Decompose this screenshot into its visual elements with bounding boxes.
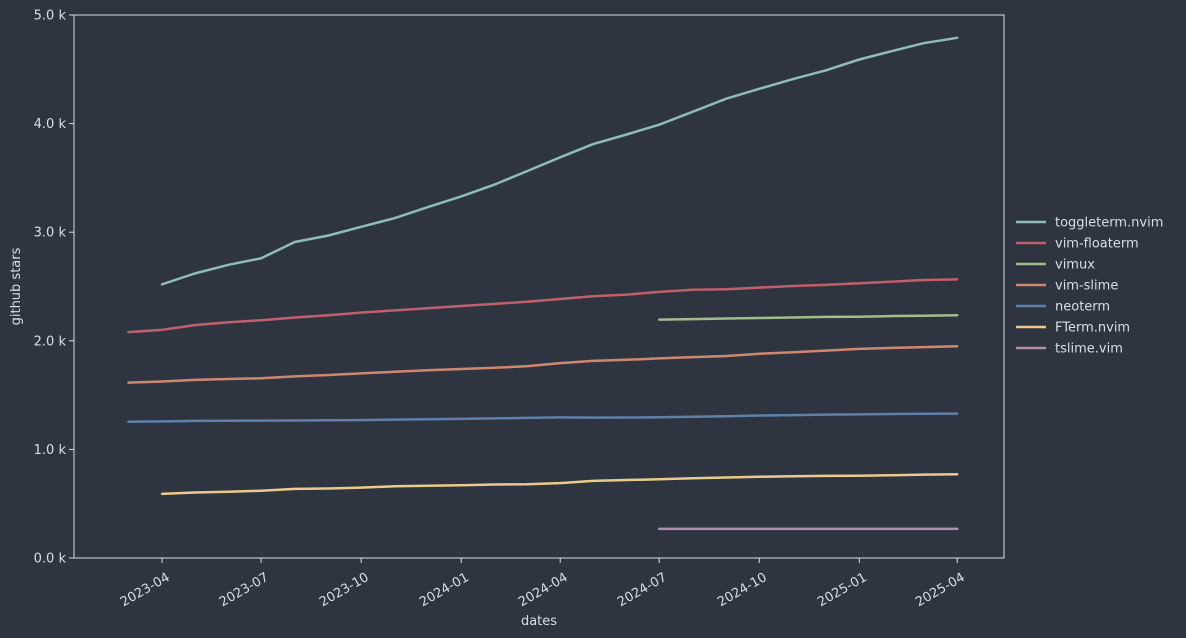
legend: toggleterm.nvim vim-floaterm vimux vim-slim… — [1016, 216, 1163, 357]
y-tick-label: 2.0 k — [34, 334, 67, 349]
legend-label: neoterm — [1055, 300, 1110, 315]
y-tick-label: 0.0 k — [34, 552, 67, 567]
legend-label: FTerm.nvim — [1055, 321, 1130, 336]
series-layer — [127, 36, 959, 531]
legend-label: vim-floaterm — [1055, 237, 1139, 252]
plot-frame — [73, 14, 1005, 559]
y-tick-label: 5.0 k — [34, 9, 67, 24]
legend-label: toggleterm.nvim — [1055, 216, 1163, 231]
legend-label: vim-slime — [1055, 279, 1118, 294]
y-tick-label: 1.0 k — [34, 443, 67, 458]
series-line-vim-floaterm — [127, 278, 959, 334]
series-line-fterm-nvim — [160, 472, 959, 496]
y-tick-label: 4.0 k — [34, 117, 67, 132]
series-line-vim-slime — [127, 344, 959, 384]
legend-label: vimux — [1055, 258, 1095, 273]
y-tick-label: 3.0 k — [34, 226, 67, 241]
series-line-neoterm — [127, 412, 959, 423]
series-line-toggleterm-nvim — [160, 36, 959, 286]
series-line-vimux — [657, 314, 959, 321]
x-axis-title: dates — [521, 614, 557, 629]
y-axis: 0.0 k 1.0 k 2.0 k 3.0 k 4.0 k 5.0 k — [34, 9, 74, 567]
legend-label: tslime.vim — [1055, 342, 1123, 357]
y-axis-title: github stars — [9, 247, 24, 325]
